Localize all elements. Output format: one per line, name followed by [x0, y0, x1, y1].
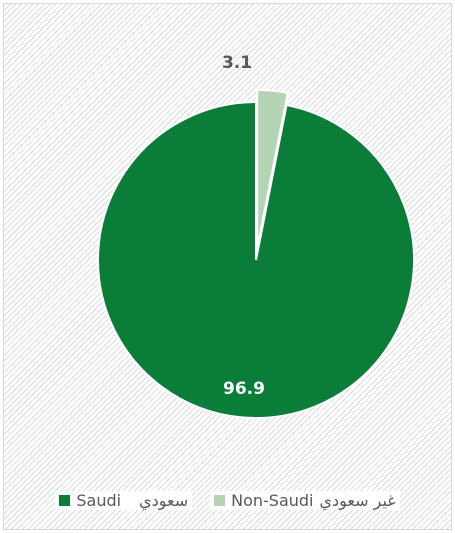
legend-item-saudi: Saudi سعودي: [55, 490, 193, 510]
legend-label-non-saudi-en: Non-Saudi: [231, 490, 314, 510]
legend: Saudi سعودي Non-Saudi غير سعودي: [4, 482, 451, 518]
legend-label-saudi-en: Saudi: [76, 490, 122, 510]
legend-label-saudi-ar: سعودي: [139, 490, 189, 510]
pie-slice-saudi: [97, 100, 415, 419]
pie-chart: 96.9 3.1: [97, 53, 415, 419]
legend-label-non-saudi-ar: غير سعودي: [319, 490, 396, 510]
data-label-saudi: 96.9: [223, 379, 265, 399]
legend-swatch-saudi: [59, 494, 71, 506]
data-label-non-saudi: 3.1: [222, 53, 252, 73]
chart-frame: 96.9 3.1 Saudi سعودي Non-Saudi غير سعودي: [3, 3, 452, 530]
legend-swatch-non-saudi: [214, 494, 226, 506]
legend-item-non-saudi: Non-Saudi غير سعودي: [210, 490, 400, 510]
pie-slice-non-saudi: [256, 89, 289, 249]
pie-slices: [97, 89, 415, 419]
pie-data-labels: 96.9 3.1: [222, 53, 265, 399]
